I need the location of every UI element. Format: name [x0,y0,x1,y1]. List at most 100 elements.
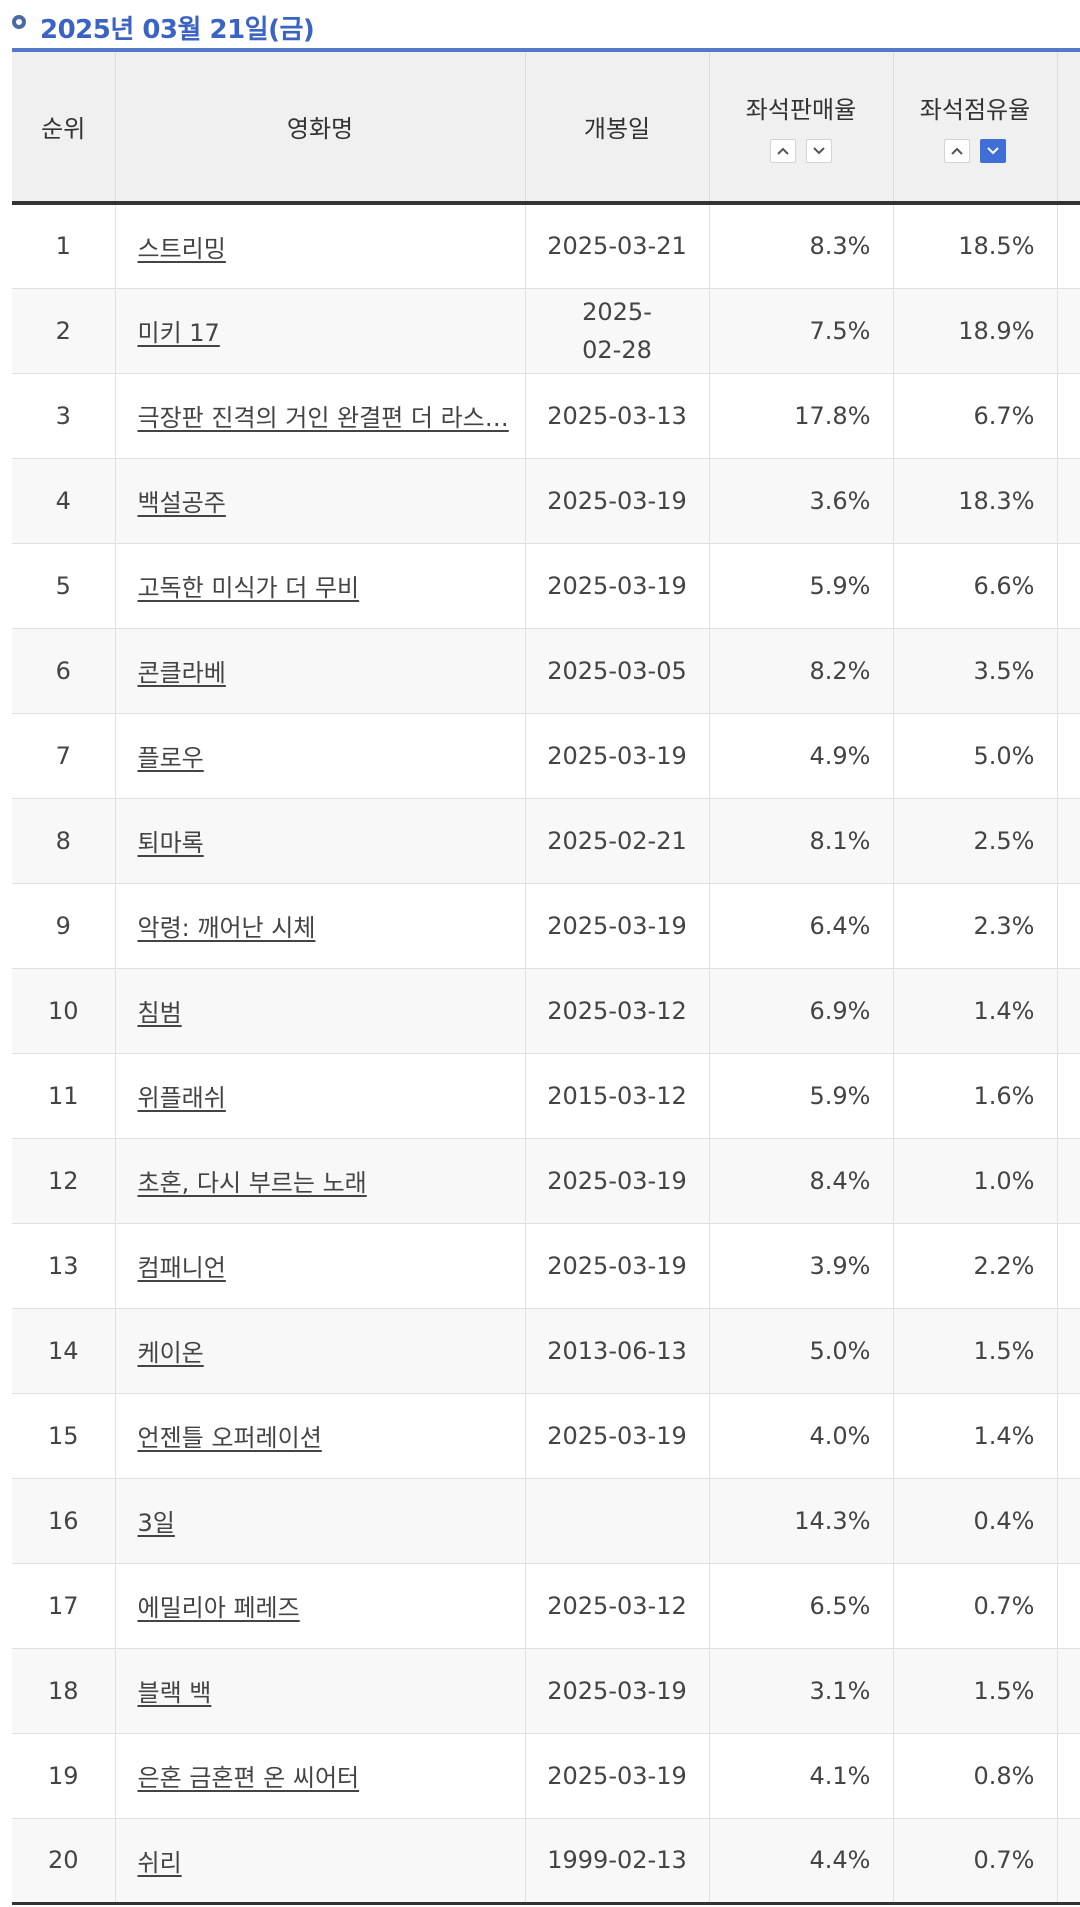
table-header-row: 순위 영화명 개봉일 좌석판매율 좌석점유율 [12,52,1080,203]
chevron-up-icon [951,147,963,155]
movie-cell: 퇴마록 [114,798,525,883]
table-row: 11 위플래쉬 2015-03-12 5.9% 1.6% [12,1053,1080,1138]
seat-occupancy-cell: 2.5% [892,798,1057,883]
seat-occupancy-cell: 5.0% [892,713,1057,798]
seat-occupancy-cell: 3.5% [892,628,1057,713]
movie-link[interactable]: 침범 [137,999,182,1027]
movie-link[interactable]: 백설공주 [137,489,226,517]
seat-occupancy-cell: 0.7% [892,1563,1057,1648]
table-row: 10 침범 2025-03-12 6.9% 1.4% [12,968,1080,1053]
sort-asc-button[interactable] [944,139,970,163]
seat-occupancy-cell: 1.4% [892,968,1057,1053]
extra-cell [1056,1478,1080,1563]
extra-cell [1056,1563,1080,1648]
seat-occupancy-cell: 1.5% [892,1308,1057,1393]
seat-sales-cell: 14.3% [708,1478,893,1563]
rank-cell: 2 [55,316,71,345]
rank-cell: 15 [47,1421,79,1450]
movie-link[interactable]: 위플래쉬 [137,1084,226,1112]
seat-sales-cell: 4.9% [708,713,893,798]
open-date-cell: 2025-03-19 [524,1393,709,1478]
seat-occupancy-cell: 1.6% [892,1053,1057,1138]
seat-sales-label: 좌석판매율 [745,96,857,124]
rank-cell: 3 [55,401,71,430]
open-date-cell: 2025-03-21 [524,203,709,288]
movie-link[interactable]: 플로우 [137,744,204,772]
open-date-cell: 2025-03-19 [524,1648,709,1733]
table-row: 14 케이온 2013-06-13 5.0% 1.5% [12,1308,1080,1393]
movie-link[interactable]: 3일 [137,1509,175,1537]
seat-sales-cell: 8.1% [708,798,893,883]
movie-link[interactable]: 에밀리아 페레즈 [137,1594,300,1622]
movie-link[interactable]: 쉬리 [137,1848,182,1877]
open-date-cell: 2025-02-28 [524,288,709,373]
sort-asc-button[interactable] [770,139,796,163]
table-row: 15 언젠틀 오퍼레이션 2025-03-19 4.0% 1.4% [12,1393,1080,1478]
seat-sales-cell: 8.4% [708,1138,893,1223]
seat-sales-cell: 4.0% [708,1393,893,1478]
rank-cell: 20 [47,1846,79,1874]
seat-sales-cell: 6.5% [708,1563,893,1648]
movie-cell: 은혼 금혼편 온 씨어터 [114,1733,525,1818]
seat-occupancy-cell: 6.7% [892,373,1057,458]
seat-sales-cell: 7.5% [708,288,893,373]
sort-desc-button[interactable] [806,139,832,163]
table-row: 19 은혼 금혼편 온 씨어터 2025-03-19 4.1% 0.8% [12,1733,1080,1818]
open-date-cell [524,1478,709,1563]
rank-cell: 13 [47,1251,79,1280]
chevron-down-icon [987,147,999,155]
seat-sales-cell: 5.0% [708,1308,893,1393]
open-date-cell: 2025-03-19 [524,1138,709,1223]
rank-cell: 8 [55,826,71,855]
open-date-cell: 2025-02-21 [524,798,709,883]
open-date-cell: 2025-03-19 [524,1733,709,1818]
seat-sales-cell: 3.9% [708,1223,893,1308]
table-row: 3 극장판 진격의 거인 완결편 더 라스… 2025-03-13 17.8% 6.7% [12,373,1080,458]
movie-cell: 에밀리아 페레즈 [114,1563,525,1648]
extra-cell [1056,458,1080,543]
movie-link[interactable]: 미키 17 [137,319,220,347]
seat-occupancy-cell: 0.7% [892,1818,1057,1903]
extra-cell [1056,203,1080,288]
open-date-cell: 2025-03-12 [524,968,709,1053]
seat-sales-cell: 3.1% [708,1648,893,1733]
seat-sales-cell: 8.3% [708,203,893,288]
movie-cell: 위플래쉬 [114,1053,525,1138]
movie-link[interactable]: 케이온 [137,1339,204,1367]
table-row: 7 플로우 2025-03-19 4.9% 5.0% [12,713,1080,798]
rank-cell: 6 [55,656,71,685]
movie-link[interactable]: 언젠틀 오퍼레이션 [137,1424,322,1452]
col-header-movie: 영화명 [114,52,525,203]
extra-cell [1056,1138,1080,1223]
seat-occupancy-cell: 2.3% [892,883,1057,968]
extra-cell [1056,798,1080,883]
rank-cell: 10 [47,996,79,1025]
rank-cell: 16 [47,1506,79,1535]
movie-cell: 극장판 진격의 거인 완결편 더 라스… [114,373,525,458]
movie-cell: 쉬리 [114,1818,525,1903]
movie-cell: 백설공주 [114,458,525,543]
seat-sales-cell: 6.4% [708,883,893,968]
table-row: 17 에밀리아 페레즈 2025-03-12 6.5% 0.7% [12,1563,1080,1648]
movie-link[interactable]: 악령: 깨어난 시체 [137,914,316,942]
movie-link[interactable]: 퇴마록 [137,829,204,857]
movie-link[interactable]: 은혼 금혼편 온 씨어터 [137,1764,360,1792]
boxoffice-table: 순위 영화명 개봉일 좌석판매율 좌석점유율 [12,52,1080,1905]
movie-link[interactable]: 극장판 진격의 거인 완결편 더 라스… [137,404,509,432]
extra-cell [1056,1223,1080,1308]
movie-link[interactable]: 컴패니언 [137,1254,226,1282]
seat-occupancy-cell: 1.0% [892,1138,1057,1223]
movie-link[interactable]: 블랙 백 [137,1679,212,1707]
table-row: 13 컴패니언 2025-03-19 3.9% 2.2% [12,1223,1080,1308]
seat-occupancy-cell: 18.5% [892,203,1057,288]
sort-desc-button-active[interactable] [980,139,1006,163]
chevron-down-icon [813,147,825,155]
seat-sales-cell: 8.2% [708,628,893,713]
movie-link[interactable]: 고독한 미식가 더 무비 [137,574,360,602]
movie-link[interactable]: 초혼, 다시 부르는 노래 [137,1169,367,1197]
movie-cell: 블랙 백 [114,1648,525,1733]
rank-cell: 14 [47,1336,79,1365]
movie-link[interactable]: 스트리밍 [137,234,226,263]
movie-link[interactable]: 콘클라베 [137,659,226,687]
seat-sales-cell: 3.6% [708,458,893,543]
